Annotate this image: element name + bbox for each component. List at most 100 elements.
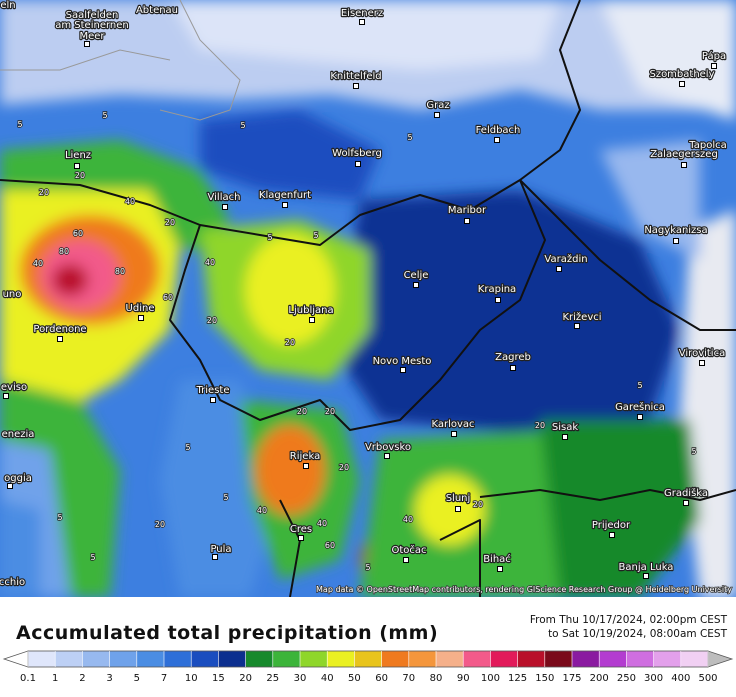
city-marker bbox=[353, 83, 359, 89]
city-label: Trieste bbox=[196, 385, 230, 396]
contour-label: 80 bbox=[115, 267, 125, 276]
contour-label: 60 bbox=[325, 541, 335, 550]
legend-tick-label: 80 bbox=[430, 673, 443, 684]
legend-swatch bbox=[327, 651, 355, 667]
legend-swatch bbox=[653, 651, 682, 667]
city-marker bbox=[3, 393, 9, 399]
legend-swatch bbox=[626, 651, 655, 667]
contour-label: 5 bbox=[407, 133, 412, 142]
contour-label: 5 bbox=[17, 120, 22, 129]
contour-label: 5 bbox=[223, 493, 228, 502]
legend-tick-label: 1 bbox=[52, 673, 58, 684]
city-label: Zagreb bbox=[495, 352, 531, 363]
city-label: Knittelfeld bbox=[330, 71, 381, 82]
city-label: Szombathely bbox=[649, 69, 714, 80]
contour-label: 5 bbox=[57, 513, 62, 522]
legend-swatch bbox=[136, 651, 165, 667]
legend-swatch bbox=[599, 651, 627, 667]
city-label: Gradiška bbox=[664, 487, 708, 499]
legend-swatch bbox=[272, 651, 301, 667]
legend-tick-label: 60 bbox=[375, 673, 388, 684]
contour-label: 20 bbox=[325, 407, 335, 416]
city-label: Garešnica bbox=[615, 401, 665, 413]
city-label: Lienz bbox=[65, 150, 91, 161]
city-marker bbox=[359, 19, 365, 25]
legend-swatch bbox=[517, 651, 546, 667]
city-label: Pula bbox=[210, 544, 231, 555]
contour-label: 40 bbox=[257, 506, 267, 515]
city-marker bbox=[643, 573, 649, 579]
map: 5 5 5 5 20 20 40 60 80 80 40 20 40 60 20 20 20 20 5 5 5 5 20 40… bbox=[0, 0, 736, 597]
legend-swatch bbox=[164, 651, 192, 667]
city-label: eln bbox=[0, 0, 15, 11]
city-label: Pápa bbox=[702, 50, 726, 62]
legend-tick-label: 100 bbox=[481, 673, 500, 684]
legend-swatch bbox=[109, 651, 138, 667]
city-label: Križevci bbox=[562, 311, 601, 323]
city-marker bbox=[494, 137, 500, 143]
city-label: Wolfsberg bbox=[332, 148, 382, 159]
city-label: Pordenone bbox=[33, 324, 86, 335]
city-label: Slunj bbox=[446, 493, 471, 504]
city-marker bbox=[384, 453, 390, 459]
contour-label: 5 bbox=[313, 231, 318, 240]
date-to: to Sat 10/19/2024, 08:00am CEST bbox=[548, 628, 728, 640]
legend-swatch bbox=[436, 651, 464, 667]
attribution: Map data © OpenStreetMap contributors, r… bbox=[316, 585, 732, 594]
city-marker bbox=[222, 204, 228, 210]
date-from: From Thu 10/17/2024, 02:00pm CEST bbox=[530, 614, 728, 626]
city-label: oggia bbox=[4, 473, 32, 484]
city-marker bbox=[138, 315, 144, 321]
city-label: Villach bbox=[208, 192, 241, 203]
city-marker bbox=[609, 532, 615, 538]
contour-label: 80 bbox=[59, 247, 69, 256]
legend-tick-label: 40 bbox=[321, 673, 334, 684]
city-marker bbox=[282, 202, 288, 208]
city-marker bbox=[303, 463, 309, 469]
city-label: Banja Luka bbox=[619, 562, 674, 573]
contour-label: 40 bbox=[317, 519, 327, 528]
city-marker bbox=[298, 535, 304, 541]
legend-swatch bbox=[191, 651, 219, 667]
contour-label: 5 bbox=[240, 121, 245, 130]
city-label: Prijedor bbox=[592, 520, 631, 531]
legend-tick-label: 150 bbox=[535, 673, 554, 684]
title: Accumulated total precipitation (mm) bbox=[16, 622, 438, 644]
legend-tick-label: 175 bbox=[562, 673, 581, 684]
city-label: Nagykanizsa bbox=[644, 225, 707, 236]
city-marker bbox=[413, 282, 419, 288]
precip-field bbox=[0, 0, 736, 597]
city-marker bbox=[556, 266, 562, 272]
legend-swatch bbox=[680, 651, 709, 667]
city-label: enezia bbox=[2, 429, 35, 440]
city-marker bbox=[679, 81, 685, 87]
city-marker bbox=[464, 218, 470, 224]
city-marker bbox=[212, 554, 218, 560]
contour-label: 60 bbox=[163, 293, 173, 302]
contour-label: 60 bbox=[73, 229, 83, 238]
contour-label: 20 bbox=[473, 500, 483, 509]
legend-tick-label: 0.1 bbox=[20, 673, 36, 684]
contour-label: 5 bbox=[637, 381, 642, 390]
city-label: eviso bbox=[1, 382, 27, 393]
legend-under-arrow bbox=[2, 650, 29, 668]
legend-swatch bbox=[245, 651, 274, 667]
city-label: Eisenerz bbox=[341, 8, 383, 19]
legend-swatch bbox=[490, 651, 519, 667]
legend-tick-label: 10 bbox=[185, 673, 198, 684]
legend: 0.1 1 2 3 5 7 10 15 20 25 30 40 50 60 70 80 90 100 125 150 1… bbox=[2, 650, 734, 684]
legend-swatch bbox=[544, 651, 573, 667]
city-label: Celje bbox=[404, 270, 429, 281]
city-label: uno bbox=[3, 289, 22, 300]
city-marker bbox=[699, 360, 705, 366]
legend-swatch bbox=[408, 651, 437, 667]
legend-tick-label: 70 bbox=[402, 673, 415, 684]
legend-swatch bbox=[218, 651, 247, 667]
city-label: Klagenfurt bbox=[259, 190, 311, 201]
legend-tick-label: 2 bbox=[79, 673, 85, 684]
city-marker bbox=[673, 238, 679, 244]
contour-label: 20 bbox=[75, 171, 85, 180]
city-marker bbox=[637, 414, 643, 420]
city-label: Bihać bbox=[483, 553, 511, 565]
